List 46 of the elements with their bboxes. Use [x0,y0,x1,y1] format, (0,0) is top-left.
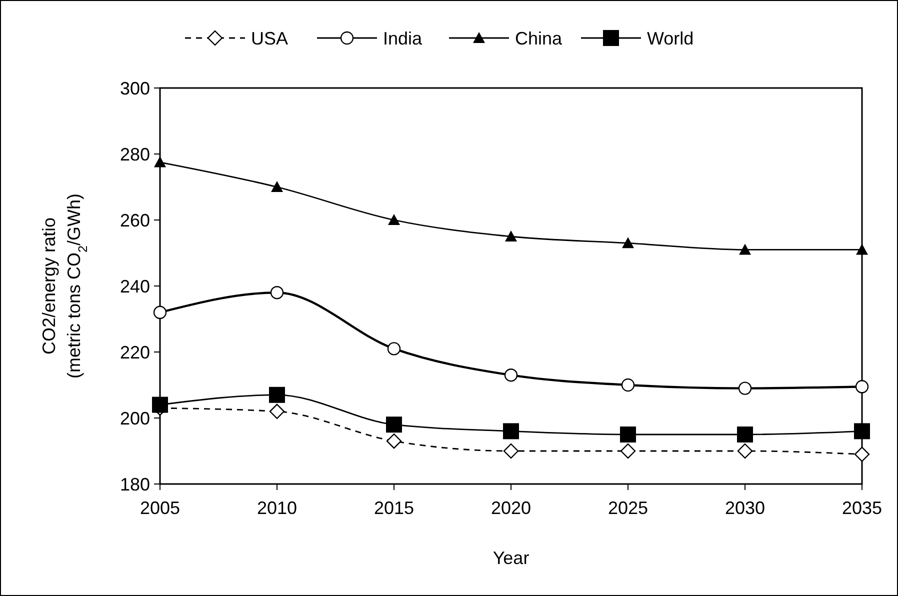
point [503,423,519,440]
point [387,342,401,356]
x-tick-label: 2025 [608,498,648,518]
legend-label: World [647,28,694,48]
point [269,386,285,403]
point [503,443,519,459]
point [271,181,283,192]
point [620,426,636,442]
x-tick-label: 2020 [490,498,532,518]
point [153,306,167,319]
point [386,416,402,433]
point [738,382,752,395]
point [388,214,400,225]
y-tick-label: 260 [120,210,150,230]
point [737,443,753,459]
point [152,396,168,413]
point [269,404,285,419]
y-tick-label: 220 [120,342,150,362]
point [854,446,870,462]
x-axis-title: Year [492,548,530,568]
legend-label: India [383,28,424,48]
point [621,378,635,392]
legend-label: USA [251,28,288,48]
y-tick-label: 280 [120,144,150,164]
x-tick-label: 2015 [374,498,414,518]
point [270,286,284,300]
legend-label: China [515,28,564,48]
x-tick-label: 2030 [724,498,766,518]
point [620,443,636,459]
y-tick-label: 180 [120,474,150,494]
point [739,244,751,255]
y-tick-label: 240 [120,276,150,296]
point [854,423,870,440]
x-tick-label: 2010 [256,498,298,518]
point [386,434,402,449]
point [505,230,517,242]
x-tick-label: 2035 [842,498,882,518]
point [154,156,166,168]
x-tick-label: 2005 [140,498,180,518]
y-tick-label: 300 [120,78,150,98]
y-tick-label: 200 [120,408,150,428]
point [622,237,634,248]
point [855,380,869,394]
point [504,368,518,382]
point [737,426,753,442]
point [856,244,868,255]
